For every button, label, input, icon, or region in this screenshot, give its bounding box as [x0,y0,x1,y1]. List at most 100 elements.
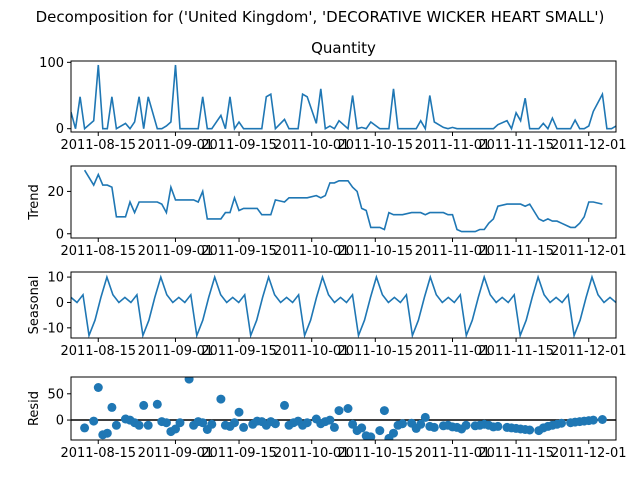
axes-frame [70,376,617,441]
scatter-point [597,415,607,424]
x-tick-label: 2011-08-15 [60,138,136,153]
y-axis-label: Resid [27,391,42,426]
x-tick-label: 2011-10-15 [338,446,414,461]
scatter-point [93,383,103,392]
y-tick-label: 20 [47,185,64,200]
series-area [83,169,603,233]
x-tick-label: 2011-08-15 [60,244,136,259]
scatter-point [152,399,162,409]
scatter-point [102,428,112,438]
x-tick-label: 2011-10-15 [338,344,414,359]
y-axis-label: Seasonal [27,276,42,335]
x-tick-label: 2011-11-01 [415,244,491,259]
panel-title: Quantity [311,39,376,57]
scatter-point [161,418,171,428]
scatter-point [234,407,244,417]
series-line [83,169,603,233]
scatter-point [588,415,598,425]
scatter-point [325,415,335,425]
x-tick-label: 2011-09-15 [201,138,277,153]
scatter-point [398,419,407,429]
x-tick-label: 2011-10-15 [338,244,414,259]
y-tick-label: 100 [39,56,64,71]
x-tick-label: 2011-09-15 [201,244,277,259]
scatter-point [357,423,367,433]
scatter-point [525,425,535,435]
scatter-point [207,419,217,429]
scatter-point [348,419,358,429]
x-tick-label: 2011-09-01 [138,244,214,259]
scatter-point [270,419,280,429]
scatter-point [216,394,226,404]
scatter-point [143,420,153,430]
x-tick-label: 2011-08-15 [60,446,136,461]
scatter-point [557,418,566,428]
axes-frame [70,271,617,339]
scatter-point [334,406,344,416]
scatter-point [379,406,389,416]
y-tick-label: 0 [56,414,64,429]
scatter-point [107,402,117,412]
y-tick-label: 10 [47,271,64,286]
series-area [71,274,616,338]
figure-title: Decomposition for ('United Kingdom', 'DE… [36,8,605,26]
scatter-point [389,428,398,438]
y-tick-label: 0 [56,296,64,311]
series-area [71,64,616,132]
x-tick-label: 2011-11-15 [478,244,554,259]
scatter-point [416,419,426,429]
x-tick-label: 2011-08-15 [60,344,136,359]
x-tick-label: 2011-12-01 [551,446,627,461]
y-axis-label: Trend [27,184,42,221]
scatter-point [366,432,376,440]
x-tick-label: 2011-12-01 [551,244,627,259]
x-tick-label: 2011-09-15 [201,344,277,359]
x-tick-label: 2011-11-15 [478,344,554,359]
y-tick-label: -10 [43,321,64,336]
scatter-point [134,420,144,430]
scatter-point [429,422,439,432]
x-tick-label: 2011-09-01 [138,344,214,359]
x-tick-label: 2011-12-01 [551,344,627,359]
x-tick-label: 2011-12-01 [551,138,627,153]
scatter-point [89,416,99,426]
scatter-point [175,418,185,428]
scatter-point [420,412,430,422]
x-tick-label: 2011-11-01 [415,138,491,153]
scatter-point [230,418,239,428]
x-tick-label: 2011-09-01 [138,138,214,153]
scatter-point [329,422,339,432]
scatter-point [184,377,194,384]
scatter-point [461,420,471,430]
axes-frame [70,165,617,239]
series-line [71,274,616,338]
panel-seasonal: Seasonal -10 0 10 2011-08-15 2011-09-012011-0… [27,271,627,359]
x-tick-label: 2011-10-01 [274,446,350,461]
scatter-point [139,400,149,410]
scatter-point [493,421,503,431]
x-tick-label: 2011-11-01 [415,446,491,461]
x-tick-label: 2011-11-01 [415,344,491,359]
panel-quantity: Quantity 0 100 2011-08-15 2011-09-012011-09-… [39,39,626,153]
x-tick-label: 2011-10-01 [274,138,350,153]
scatter-point [198,418,208,428]
scatter-point [302,418,312,428]
series-line [71,64,616,132]
scatter-point [171,424,180,434]
series-area [80,377,607,440]
y-tick-label: 50 [47,387,64,402]
scatter-point [80,423,90,433]
scatter-point [375,426,385,436]
y-tick-label: 0 [56,122,64,137]
y-tick-label: 0 [56,227,64,242]
x-tick-label: 2011-11-15 [478,138,554,153]
x-tick-label: 2011-09-01 [138,446,214,461]
scatter-point [343,404,353,413]
scatter-point [280,400,289,410]
axes-frame [70,60,617,133]
scatter-point [239,422,249,432]
